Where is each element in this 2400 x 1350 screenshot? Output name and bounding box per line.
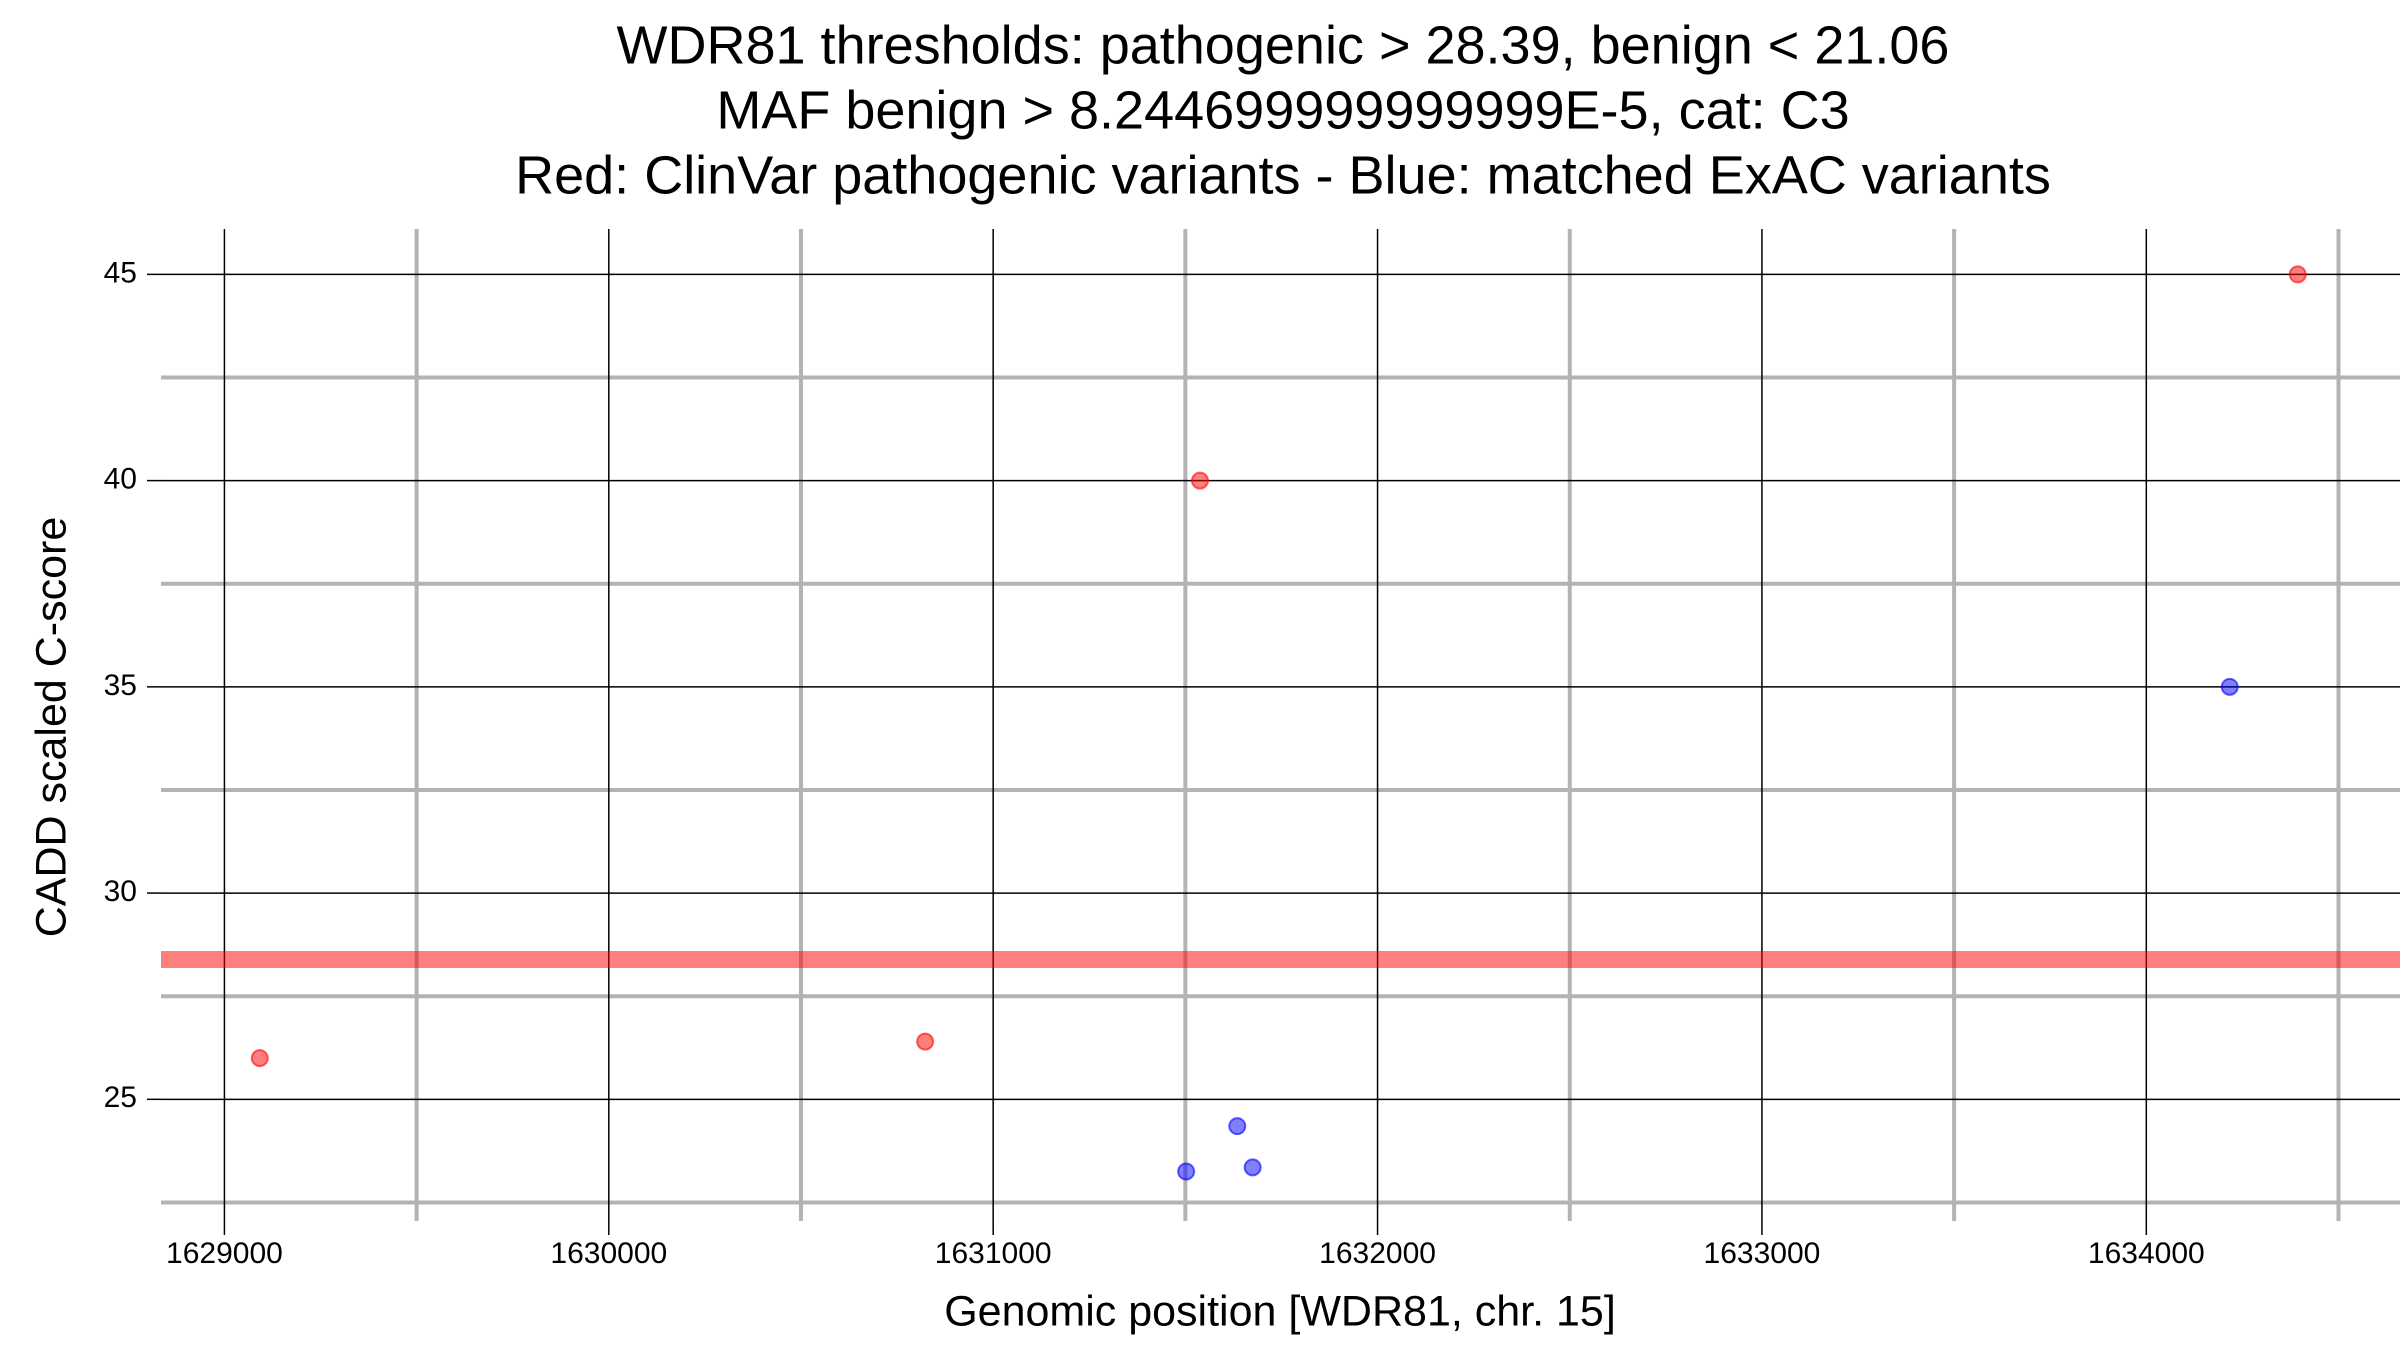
point — [916, 1032, 935, 1051]
point — [250, 1049, 269, 1068]
point — [1177, 1162, 1196, 1181]
y-tick-label: 35 — [104, 669, 137, 702]
x-tick-label: 1630000 — [550, 1237, 667, 1270]
x-axis-title: Genomic position [WDR81, chr. 15] — [944, 1287, 1616, 1335]
x-tick-label: 1634000 — [2088, 1237, 2205, 1270]
chart-title: MAF benign > 8.244699999999999E-5, cat: … — [716, 80, 1849, 140]
y-tick-label: 40 — [104, 463, 137, 496]
point — [2288, 265, 2307, 284]
point — [2220, 677, 2239, 696]
x-tick-label: 1633000 — [1704, 1237, 1821, 1270]
chart-title: Red: ClinVar pathogenic variants - Blue:… — [515, 145, 2051, 205]
y-tick-label: 25 — [104, 1081, 137, 1114]
x-tick-label: 1632000 — [1319, 1237, 1436, 1270]
x-tick-label: 1629000 — [166, 1237, 283, 1270]
point — [1190, 471, 1209, 490]
y-tick-label: 30 — [104, 875, 137, 908]
point — [1228, 1117, 1247, 1136]
x-tick-label: 1631000 — [935, 1237, 1052, 1270]
y-axis-title: CADD scaled C-score — [27, 517, 75, 938]
point — [1243, 1158, 1262, 1177]
y-tick-label: 45 — [104, 256, 137, 289]
chart-title: WDR81 thresholds: pathogenic > 28.39, be… — [617, 15, 1950, 75]
